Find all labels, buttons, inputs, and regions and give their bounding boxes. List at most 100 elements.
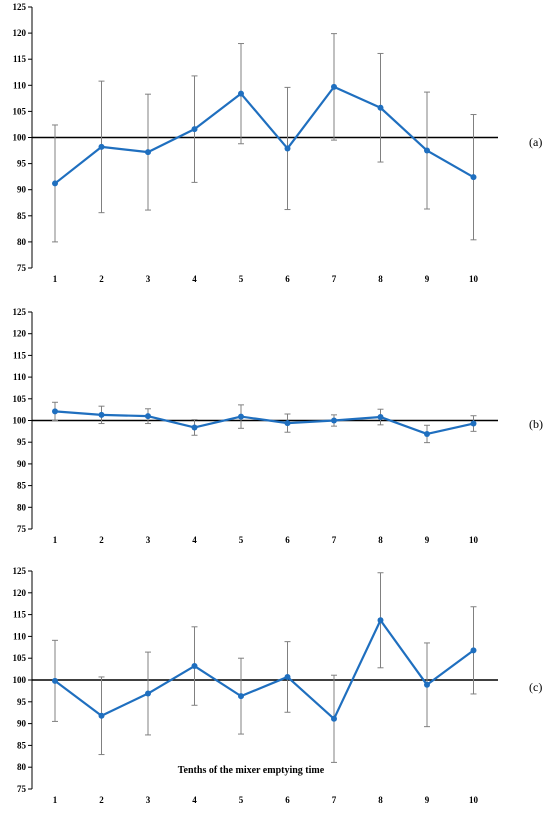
x-tick-label: 7 [332, 535, 337, 545]
x-tick-label: 9 [425, 535, 430, 545]
data-point [191, 126, 198, 133]
y-tick-label: 95 [17, 697, 27, 707]
y-tick-label: 125 [13, 2, 27, 12]
x-tick-label: 6 [285, 274, 290, 284]
y-tick-label: 85 [17, 740, 27, 750]
panel-label: (c) [529, 680, 542, 694]
x-tick-label: 3 [146, 795, 151, 805]
data-point [52, 408, 58, 415]
data-point [331, 715, 337, 722]
data-point [52, 180, 58, 187]
x-tick-label: 5 [239, 535, 244, 545]
y-tick-label: 75 [17, 263, 27, 273]
x-tick-label: 10 [469, 795, 479, 805]
data-point [52, 677, 58, 684]
y-tick-label: 90 [17, 185, 27, 195]
data-point [424, 430, 430, 437]
y-tick-label: 125 [13, 566, 27, 576]
y-tick-label: 95 [17, 437, 27, 447]
panel-label: (b) [529, 417, 543, 431]
y-tick-label: 75 [17, 784, 27, 794]
data-point [424, 147, 430, 154]
y-tick-label: 110 [13, 631, 27, 641]
x-tick-label: 1 [53, 274, 58, 284]
data-point [98, 712, 105, 719]
y-tick-label: 115 [13, 54, 27, 64]
x-tick-label: 7 [332, 274, 337, 284]
y-tick-label: 105 [13, 653, 27, 663]
data-point [331, 83, 337, 90]
y-tick-label: 120 [13, 28, 27, 38]
x-tick-label: 5 [239, 274, 244, 284]
x-tick-label: 3 [146, 274, 151, 284]
x-tick-label: 4 [192, 535, 197, 545]
data-point [331, 417, 337, 424]
data-point [238, 693, 244, 700]
y-tick-label: 115 [13, 610, 27, 620]
x-tick-label: 8 [378, 274, 383, 284]
y-tick-label: 125 [13, 307, 27, 317]
data-point [145, 690, 151, 697]
data-point [238, 413, 244, 420]
x-tick-label: 4 [192, 795, 197, 805]
y-tick-label: 100 [13, 416, 27, 426]
data-point [145, 149, 151, 156]
y-tick-label: 90 [17, 459, 27, 469]
data-point [98, 411, 105, 418]
x-tick-label: 9 [425, 795, 430, 805]
data-point [191, 663, 198, 670]
x-tick-label: 8 [378, 795, 383, 805]
x-tick-label: 7 [332, 795, 337, 805]
x-tick-label: 1 [53, 795, 58, 805]
data-point [284, 673, 291, 680]
data-point [191, 424, 198, 431]
y-tick-label: 80 [17, 237, 27, 247]
y-tick-label: 85 [17, 211, 27, 221]
y-tick-label: 100 [13, 675, 27, 685]
y-tick-label: 105 [13, 394, 27, 404]
data-point [98, 143, 105, 150]
y-tick-label: 110 [13, 372, 27, 382]
y-tick-label: 90 [17, 719, 27, 729]
data-point [470, 174, 477, 181]
y-tick-label: 75 [17, 524, 27, 534]
y-tick-label: 80 [17, 762, 27, 772]
series-line [54, 410, 474, 436]
y-tick-label: 95 [17, 159, 27, 169]
data-point [284, 145, 291, 152]
x-tick-label: 2 [99, 274, 104, 284]
x-tick-label: 8 [378, 535, 383, 545]
x-axis-title: Tenths of the mixer emptying time [178, 765, 325, 776]
x-tick-label: 6 [285, 795, 290, 805]
panel-label: (a) [529, 135, 542, 149]
data-point [284, 420, 291, 427]
series-line [54, 85, 475, 185]
x-tick-label: 5 [239, 795, 244, 805]
y-tick-label: 120 [13, 329, 27, 339]
x-tick-label: 1 [53, 535, 58, 545]
x-tick-label: 2 [99, 795, 104, 805]
x-tick-label: 6 [285, 535, 290, 545]
y-tick-label: 85 [17, 481, 27, 491]
data-point [377, 414, 384, 421]
x-tick-label: 4 [192, 274, 197, 284]
data-point [238, 90, 244, 97]
y-tick-label: 105 [13, 106, 27, 116]
x-tick-label: 9 [425, 274, 430, 284]
data-point [470, 647, 477, 654]
x-tick-label: 10 [469, 274, 479, 284]
series-line [54, 619, 475, 720]
data-point [470, 420, 477, 427]
x-tick-label: 3 [146, 535, 151, 545]
data-point [377, 104, 384, 111]
x-tick-label: 10 [469, 535, 479, 545]
y-tick-label: 100 [13, 133, 27, 143]
data-point [145, 413, 151, 420]
data-point [377, 617, 384, 624]
y-tick-label: 120 [13, 588, 27, 598]
x-tick-label: 2 [99, 535, 104, 545]
data-point [424, 681, 430, 688]
y-tick-label: 110 [13, 80, 27, 90]
y-tick-label: 115 [13, 350, 27, 360]
